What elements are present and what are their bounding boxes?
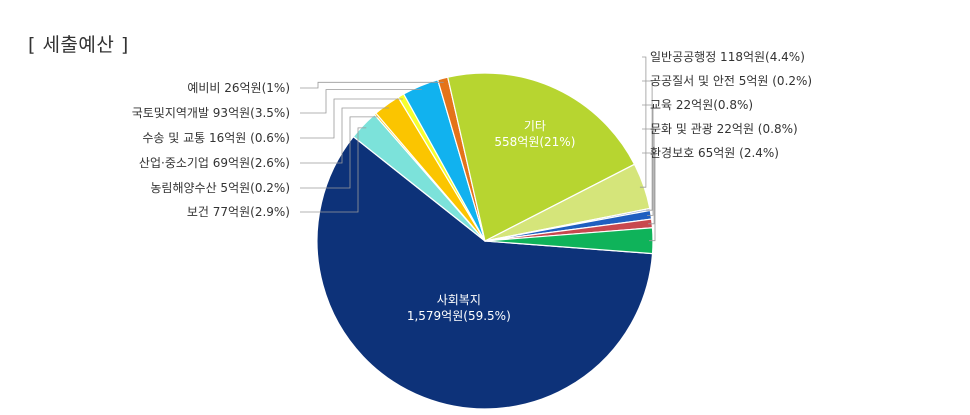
slice-label-일반공공행정: 일반공공행정 118억원(4.4%): [650, 49, 805, 64]
slice-label-보건: 보건 77억원(2.9%): [187, 205, 290, 219]
leader-line-문화-및-관광: [642, 128, 655, 225]
slice-label-국토및지역개발: 국토및지역개발 93억원(3.5%): [132, 106, 290, 120]
leader-line-공공질서-및-안전: [642, 80, 653, 211]
leader-line-농림해양수산: [300, 116, 378, 189]
slice-label-예비비: 예비비 26억원(1%): [187, 81, 290, 95]
pie-slice-사회복지: [316, 135, 654, 410]
slice-label-농림해양수산: 농림해양수산 5억원(0.2%): [150, 181, 290, 195]
pie-slices: [316, 72, 654, 410]
slice-value-label-기타: 558억원(21%): [494, 135, 575, 149]
slice-name-기타: 기타: [524, 119, 546, 133]
slice-name-사회복지: 사회복지: [437, 293, 481, 307]
leader-line-교육: [642, 104, 654, 216]
leader-line-국토및지역개발: [300, 89, 422, 114]
slice-label-산업-중소기업: 산업·중소기업 69억원(2.6%): [139, 156, 290, 170]
leader-line-보건: [300, 127, 367, 213]
leader-line-산업-중소기업: [300, 107, 390, 164]
slice-value-label-사회복지: 1,579억원(59.5%): [407, 309, 511, 323]
leader-line-예비비: [300, 81, 444, 89]
leader-lines: [300, 56, 656, 242]
slice-label-문화-및-관광: 문화 및 관광 22억원 (0.8%): [650, 122, 798, 136]
slice-labels: 사회복지 1,579억원(59.5%) 기타 558억원(21%) 예비비 26억원(1…: [132, 49, 812, 323]
page-title: [ 세출예산 ]: [28, 34, 129, 56]
slice-label-수송-및-교통: 수송 및 교통 16억원 (0.6%): [142, 131, 290, 145]
slice-label-환경보호: 환경보호 65억원 (2.4%): [650, 146, 779, 160]
leader-line-환경보호: [642, 152, 656, 242]
pie-slice-기타: [447, 72, 636, 242]
leader-line-일반공공행정: [639, 56, 647, 188]
slice-label-공공질서-및-안전: 공공질서 및 안전 5억원 (0.2%): [650, 74, 812, 88]
leader-line-수송-및-교통: [300, 98, 403, 139]
slice-label-교육: 교육 22억원(0.8%): [650, 98, 753, 112]
